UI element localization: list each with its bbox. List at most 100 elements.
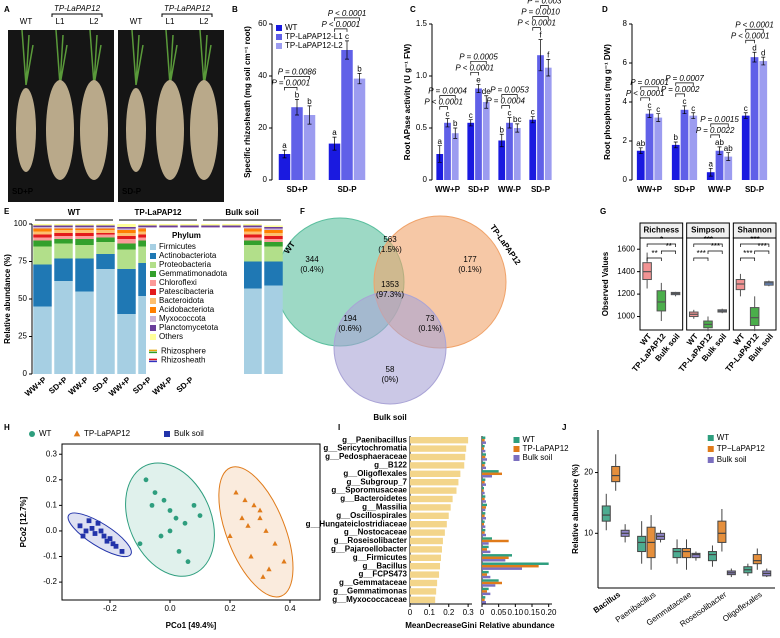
x-tick-label: WW+P bbox=[637, 185, 663, 194]
error-bar bbox=[761, 56, 766, 66]
panel-letter: A bbox=[4, 5, 10, 14]
point bbox=[143, 477, 149, 483]
stacked-bar bbox=[96, 230, 115, 233]
stacked-bar bbox=[54, 225, 73, 227]
y-tick-label: g__Subgroup_7 bbox=[347, 477, 408, 486]
stacked-bar bbox=[243, 261, 262, 289]
significance-bracket bbox=[710, 134, 720, 138]
legend-swatch bbox=[707, 446, 714, 452]
bar bbox=[482, 102, 490, 180]
venn-count: 177 bbox=[463, 255, 477, 264]
significance-label: ** bbox=[665, 242, 672, 251]
bar bbox=[482, 601, 486, 604]
plant-shoot bbox=[199, 29, 212, 86]
significance-label: P < 0.0001 bbox=[731, 31, 770, 40]
point bbox=[107, 536, 113, 542]
y-axis-label: Observed Values bbox=[601, 251, 610, 316]
venn-percent: (97.3%) bbox=[376, 290, 404, 299]
bar bbox=[482, 575, 491, 579]
group-label: TP-LaPAP12 bbox=[164, 4, 211, 13]
point bbox=[167, 508, 173, 513]
y-tick-label: g__Sericytochromatia bbox=[323, 444, 407, 453]
bar bbox=[482, 497, 485, 501]
stacked-bar bbox=[33, 227, 52, 229]
error-bar bbox=[530, 116, 535, 124]
bar bbox=[724, 156, 733, 180]
significance-letter: e bbox=[476, 75, 481, 84]
point bbox=[191, 502, 197, 508]
condition-label: SD+P bbox=[12, 187, 34, 196]
legend-label: Myxococcota bbox=[159, 314, 206, 323]
y-tick-label: 6 bbox=[623, 58, 628, 67]
error-bar bbox=[295, 99, 299, 116]
significance-label: P = 0.0022 bbox=[696, 126, 735, 135]
panel-letter: J bbox=[562, 423, 566, 432]
legend-swatch bbox=[276, 34, 282, 40]
stacked-bar bbox=[96, 225, 115, 227]
venn-count: 194 bbox=[343, 314, 357, 323]
stacked-bar bbox=[201, 225, 220, 227]
significance-bracket bbox=[693, 243, 723, 247]
y-tick-label: 1600 bbox=[617, 244, 635, 253]
bar bbox=[759, 61, 768, 180]
x-tick-label: SD+P bbox=[131, 375, 153, 396]
y-tick-label: 20 bbox=[258, 123, 267, 132]
point bbox=[176, 549, 182, 554]
bar bbox=[680, 109, 689, 180]
bar bbox=[482, 506, 486, 509]
box bbox=[752, 554, 762, 565]
error-bar bbox=[656, 113, 661, 122]
significance-letter: c bbox=[656, 105, 660, 114]
plant-shoot bbox=[131, 29, 144, 86]
y-tick-label: 0.0 bbox=[46, 526, 58, 535]
significance-letter: f bbox=[539, 31, 542, 40]
significance-letter: f bbox=[547, 50, 550, 59]
bar bbox=[410, 445, 467, 452]
legend-label: Actinobacteriota bbox=[159, 251, 217, 260]
group-rule bbox=[51, 13, 103, 17]
stacked-bar bbox=[243, 237, 262, 241]
bar bbox=[482, 562, 549, 565]
y-axis-label: PCo2 [12.7%] bbox=[19, 496, 28, 547]
point bbox=[239, 515, 245, 521]
stacked-bar bbox=[75, 245, 94, 259]
x-tick-label: Oligoflexales bbox=[721, 590, 764, 624]
significance-bracket bbox=[532, 27, 541, 31]
y-tick-label: g__Massilia bbox=[362, 503, 407, 512]
bar bbox=[482, 453, 486, 456]
venn-count: 73 bbox=[426, 314, 435, 323]
bar bbox=[482, 455, 486, 459]
stacked-bar bbox=[33, 228, 52, 232]
stacked-bar bbox=[96, 233, 115, 235]
y-tick-label: g__Myxococcaceae bbox=[332, 595, 407, 604]
stacked-bar bbox=[33, 225, 52, 227]
y-tick-label: g__B122 bbox=[374, 461, 407, 470]
stacked-bar bbox=[54, 243, 73, 259]
y-tick-label: 100 bbox=[14, 219, 28, 228]
significance-bracket bbox=[334, 28, 348, 32]
panel-letter: H bbox=[4, 423, 10, 432]
group-rule bbox=[161, 13, 213, 17]
y-tick-label: 0 bbox=[263, 175, 268, 184]
bar bbox=[482, 489, 484, 492]
point bbox=[173, 515, 179, 521]
significance-letter: de bbox=[482, 87, 491, 96]
significance-bracket bbox=[646, 243, 676, 247]
legend-swatch bbox=[150, 307, 156, 313]
stacked-bar bbox=[159, 224, 178, 226]
venn-percent: (0.6%) bbox=[338, 324, 362, 333]
legend-swatch bbox=[150, 244, 156, 250]
venn-count: 563 bbox=[383, 235, 397, 244]
y-tick-label: 75 bbox=[18, 257, 27, 266]
stacked-bar bbox=[75, 230, 94, 233]
root-mass bbox=[190, 80, 218, 180]
stacked-bar bbox=[54, 224, 73, 226]
significance-letter: a bbox=[709, 159, 714, 168]
error-bar bbox=[546, 59, 551, 77]
point bbox=[80, 533, 86, 539]
significance-label: P = 0.0010 bbox=[521, 8, 560, 17]
legend-swatch bbox=[150, 316, 156, 322]
bar bbox=[482, 461, 486, 465]
error-bar bbox=[507, 117, 512, 129]
y-tick-label: 8 bbox=[623, 19, 628, 28]
